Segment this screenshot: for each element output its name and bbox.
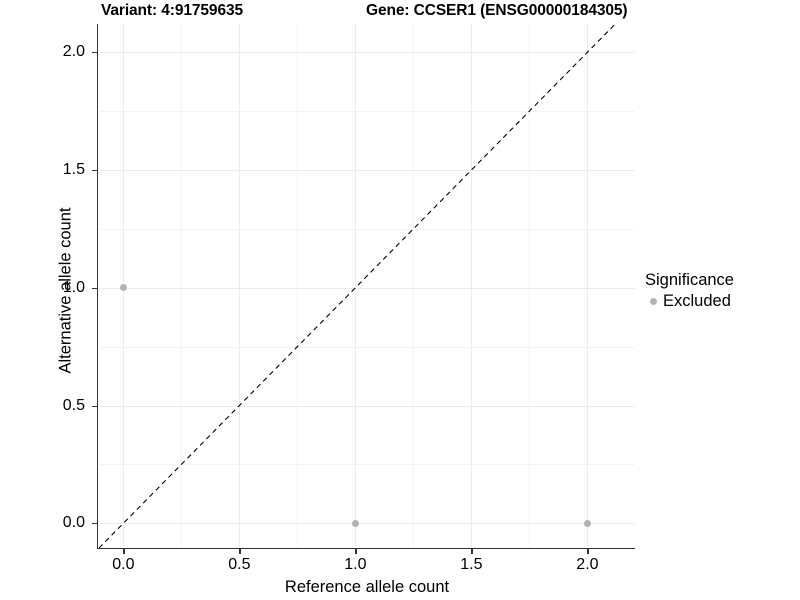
x-axis-tick <box>123 549 125 554</box>
y-axis-tick <box>92 405 97 407</box>
plot-title-row: Variant: 4:91759635 Gene: CCSER1 (ENSG00… <box>0 2 800 24</box>
reference-line-y-equals-x <box>99 24 635 548</box>
y-axis-tick-label: 2.0 <box>62 43 85 61</box>
gene-title: Gene: CCSER1 (ENSG00000184305) <box>366 2 628 19</box>
legend-marker-circle-icon <box>645 291 663 311</box>
data-point <box>351 519 359 527</box>
y-axis-line <box>97 24 99 549</box>
grid-line-vertical-major <box>587 24 589 548</box>
grid-line-vertical-minor <box>413 24 415 548</box>
x-axis-tick <box>587 549 589 554</box>
x-axis-tick <box>471 549 473 554</box>
x-axis-tick <box>239 549 241 554</box>
x-axis-tick-label: 0.5 <box>228 556 251 573</box>
x-axis-line <box>97 547 635 549</box>
plot-panel <box>99 24 635 548</box>
y-axis-tick-label: 1.0 <box>62 278 85 296</box>
grid-line-horizontal-major <box>99 52 635 54</box>
grid-line-horizontal-minor <box>99 111 635 113</box>
legend: Significance Excluded <box>645 270 795 311</box>
y-axis-label: Alternative allele count <box>56 207 75 374</box>
legend-title: Significance <box>645 271 734 289</box>
grid-line-horizontal-minor <box>99 228 635 230</box>
grid-line-vertical-minor <box>529 24 531 548</box>
grid-line-horizontal-major <box>99 405 635 407</box>
grid-line-horizontal-major <box>99 287 635 289</box>
y-axis-tick-label: 0.5 <box>62 396 85 414</box>
grid-line-vertical-major <box>355 24 357 548</box>
data-point <box>119 284 127 292</box>
x-axis-tick-label: 1.0 <box>344 556 367 573</box>
x-axis-tick-label: 1.5 <box>460 556 483 573</box>
grid-line-vertical-minor <box>297 24 299 548</box>
grid-line-vertical-major <box>471 24 473 548</box>
variant-title: Variant: 4:91759635 <box>101 2 244 19</box>
y-axis-tick <box>92 287 97 289</box>
legend-entry: Excluded <box>645 291 795 311</box>
legend-entry-label: Excluded <box>663 292 731 310</box>
y-axis-tick <box>92 523 97 525</box>
grid-line-horizontal-minor <box>99 464 635 466</box>
y-axis-tick-label: 1.5 <box>62 161 85 178</box>
x-axis-tick <box>355 549 357 554</box>
y-axis-tick <box>92 170 97 172</box>
legend-entries: Excluded <box>645 291 795 311</box>
grid-line-horizontal-major <box>99 523 635 525</box>
x-axis-label: Reference allele count <box>284 578 450 596</box>
x-axis-tick-label: 2.0 <box>576 556 599 573</box>
grid-line-horizontal-major <box>99 170 635 171</box>
grid-line-horizontal-minor <box>99 346 635 348</box>
data-point <box>583 519 591 527</box>
y-axis-tick-label: 0.0 <box>62 514 85 532</box>
grid-line-vertical-major <box>239 24 241 548</box>
x-axis-tick-label: 0.0 <box>112 556 135 573</box>
grid-line-vertical-minor <box>181 24 183 548</box>
y-axis-tick <box>92 52 97 54</box>
